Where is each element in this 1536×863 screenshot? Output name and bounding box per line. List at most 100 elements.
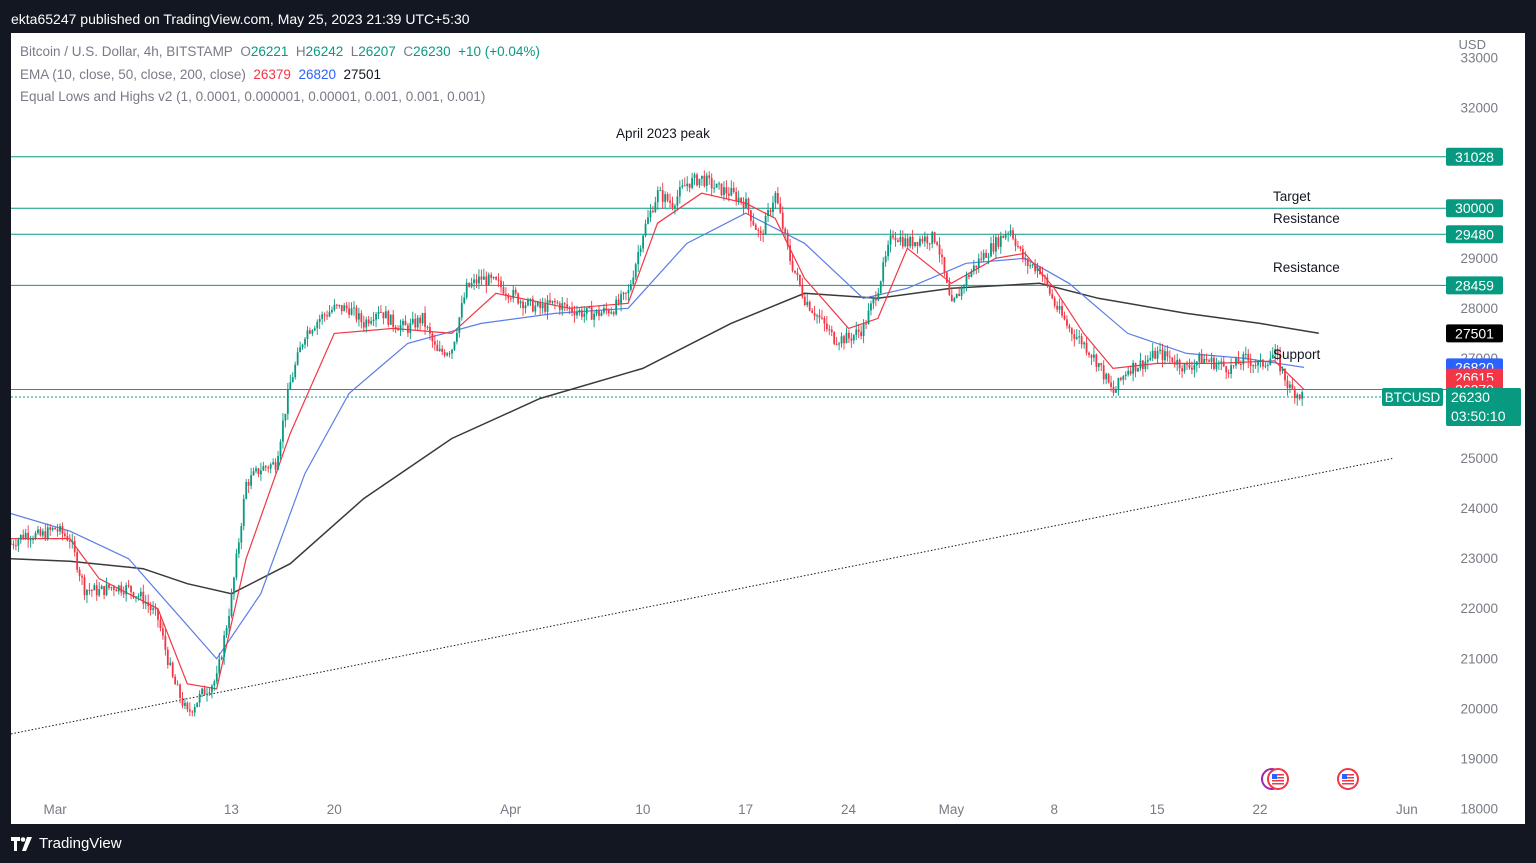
candle-body [972,265,975,272]
candle-body [671,202,674,208]
candle-body [286,389,289,414]
indicator-title[interactable]: Equal Lows and Highs v2 (1, 0.0001, 0.00… [20,89,486,104]
candle-body [1213,357,1215,369]
candle-body [1002,235,1005,238]
legend-symbol-row[interactable]: Bitcoin / U.S. Dollar, 4h, BITSTAMP O262… [20,41,540,64]
candle-body [301,344,304,348]
candle-body [1115,389,1117,393]
candle-body [512,289,515,299]
candle-body [1289,384,1291,388]
candle-body [429,327,431,334]
candle-body [549,300,551,303]
candle-body [571,307,573,312]
candle-body [911,236,914,246]
candle-body [840,336,843,344]
candle-body [821,317,823,319]
candle-body [1019,246,1022,249]
candle-body [142,591,145,604]
candle-body [1296,394,1299,399]
candle-body [791,260,794,271]
candle-body [208,692,211,694]
brand-label: TradingView [39,835,122,852]
candle-body [269,464,272,469]
candle-body [399,325,402,331]
candle-body [78,569,81,576]
candle-body [784,228,787,233]
candle-body [1205,358,1208,361]
levels-layer [11,156,1446,398]
low-value: 26207 [358,44,396,59]
candle-body [852,335,855,341]
candle-body [649,210,652,218]
candle-body [453,341,456,350]
candle-body [100,586,103,590]
candle-body [252,471,255,476]
candle-body [331,309,333,313]
price-chart[interactable]: April 2023 peak Target Resistance Resistanc… [10,33,1525,824]
footer-bar [0,824,1536,863]
trendline-layer [10,458,1393,735]
candle-body [933,232,936,243]
candle-body [233,577,235,595]
candle-body [213,681,216,686]
candle-body [122,592,125,595]
candle-body [162,628,164,636]
candle-body [681,185,684,188]
candle-body [703,175,706,186]
candle-body [1132,362,1134,374]
ema-title[interactable]: EMA (10, close, 50, close, 200, close) [20,66,246,82]
candle-body [15,545,17,547]
candle-body [1274,349,1277,355]
level-badge-bg [1446,225,1503,244]
candle-body [309,330,311,334]
candle-body [1117,377,1120,390]
candle-body [316,321,319,329]
candle-body [1061,306,1063,316]
candle-body [470,283,473,287]
symbol-title[interactable]: Bitcoin / U.S. Dollar, 4h, BITSTAMP [20,44,233,59]
chart-pane[interactable]: April 2023 peak Target Resistance Resistanc… [10,33,1525,824]
legend-ema-row[interactable]: EMA (10, close, 50, close, 200, close) 2… [20,64,540,87]
candle-body [1220,361,1223,364]
candle-body [727,193,730,196]
flag-stripe-icon [1342,783,1354,785]
candle-body [816,315,818,317]
candle-body [931,232,934,244]
candle-body [348,308,350,315]
candle-body [1235,358,1237,366]
candle-body [750,210,752,221]
candle-body [184,702,186,706]
candle-body [1039,267,1041,275]
candle-body [343,305,346,312]
candle-body [12,543,15,546]
candle-body [1068,325,1071,329]
candle-body [556,302,559,304]
publish-header: ekta65247 published on TradingView.com, … [0,0,1536,33]
ema50-value: 26820 [298,66,336,82]
candle-body [975,265,978,268]
candle-body [34,533,37,539]
candle-body [54,527,56,530]
candle-body [1149,357,1152,360]
target-label: Target [1273,189,1311,204]
candle-body [416,317,419,328]
candle-body [1007,233,1010,235]
ema10-value: 26379 [253,66,291,82]
candle-body [1142,360,1144,370]
candle-body [338,305,341,307]
y-tick-label: 29000 [1460,251,1498,266]
tradingview-brand[interactable]: TradingView [11,835,122,852]
candle-body [999,235,1002,247]
candle-body [723,187,725,196]
candle-body [326,315,328,317]
legend-indicator-row[interactable]: Equal Lows and Highs v2 (1, 0.0001, 0.00… [20,86,540,109]
y-tick-label: 21000 [1460,651,1498,666]
candle-body [892,235,894,238]
candle-body [720,183,723,196]
candle-body [473,279,475,284]
candle-body [605,308,608,311]
candle-body [769,210,772,212]
candle-body [691,177,693,188]
candle-body [830,329,833,333]
candle-body [642,235,644,249]
